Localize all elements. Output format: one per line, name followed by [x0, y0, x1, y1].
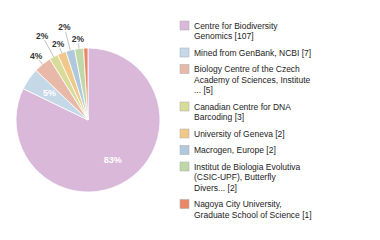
legend-label: Mined from GenBank, NCBI [7]	[194, 48, 311, 58]
slice-label: 4%	[30, 51, 43, 61]
slice-label: 2%	[58, 22, 71, 32]
legend-label-line: Canadian Centre for DNA	[194, 102, 291, 112]
legend-label-line: Nagoya City University,	[194, 199, 282, 209]
legend-label-line: Genomics [107]	[194, 31, 254, 41]
legend-label: University of Geneva [2]	[194, 129, 285, 139]
legend-item: Canadian Centre for DNABarcoding [3]	[180, 102, 291, 123]
legend: Centre for BiodiversityGenomics [107] Min…	[180, 21, 312, 220]
legend-swatch	[180, 146, 189, 155]
chart: 83%5%4%2%2%2%2%Centre for BiodiversityGe…	[0, 0, 380, 240]
leader-line	[66, 32, 71, 50]
slice-label: 5%	[43, 88, 56, 98]
legend-label-line: Institut de Biologia Evolutiva	[194, 162, 301, 172]
legend-label-line: Academy of Sciences, Institute	[194, 75, 310, 85]
legend-swatch	[180, 21, 189, 30]
legend-item: Centre for BiodiversityGenomics [107]	[180, 21, 278, 42]
legend-label: Institut de Biologia Evolutiva(CSIC-UPF)…	[194, 162, 301, 193]
legend-label-line: (CSIC-UPF), Butterfly	[194, 172, 276, 182]
legend-item: Biology Centre of the CzechAcademy of Sc…	[180, 64, 310, 95]
legend-label-line: Centre for Biodiversity	[194, 21, 278, 31]
legend-label-line: Barcoding [3]	[194, 112, 244, 122]
legend-swatch	[180, 162, 189, 171]
legend-label: Nagoya City University,Graduate School o…	[194, 199, 312, 220]
legend-label-line: ... [5]	[194, 85, 213, 95]
legend-label: Centre for BiodiversityGenomics [107]	[194, 21, 278, 42]
legend-label-line: Macrogen, Europe [2]	[194, 145, 276, 155]
pie-slice	[16, 48, 160, 192]
slice-label: 2%	[52, 39, 65, 49]
legend-label-line: Biology Centre of the Czech	[194, 64, 300, 74]
legend-item: Mined from GenBank, NCBI [7]	[180, 48, 311, 58]
legend-swatch	[180, 48, 189, 57]
pie-slice	[84, 48, 88, 120]
leader-line	[60, 48, 62, 53]
legend-label-line: Mined from GenBank, NCBI [7]	[194, 48, 311, 58]
legend-item: Macrogen, Europe [2]	[180, 145, 276, 155]
legend-label-line: University of Geneva [2]	[194, 129, 285, 139]
leader-line	[78, 44, 80, 49]
legend-item: University of Geneva [2]	[180, 129, 285, 139]
slice-label: 2%	[72, 34, 85, 44]
legend-label-line: Divers... [2]	[194, 183, 237, 193]
legend-label: Biology Centre of the CzechAcademy of Sc…	[194, 64, 310, 95]
legend-item: Nagoya City University,Graduate School o…	[180, 199, 312, 220]
legend-label: Macrogen, Europe [2]	[194, 145, 276, 155]
legend-item: Institut de Biologia Evolutiva(CSIC-UPF)…	[180, 162, 301, 193]
slice-label: 2%	[36, 31, 49, 41]
pie	[16, 48, 160, 192]
legend-label: Canadian Centre for DNABarcoding [3]	[194, 102, 291, 123]
legend-swatch	[180, 65, 189, 74]
legend-swatch	[180, 200, 189, 209]
legend-label-line: Graduate School of Science [1]	[194, 210, 312, 220]
data-labels: 83%5%4%2%2%2%2%	[30, 22, 122, 165]
slice-label: 83%	[104, 155, 122, 165]
pie-slice	[75, 48, 88, 120]
legend-swatch	[180, 129, 189, 138]
legend-swatch	[180, 102, 189, 111]
